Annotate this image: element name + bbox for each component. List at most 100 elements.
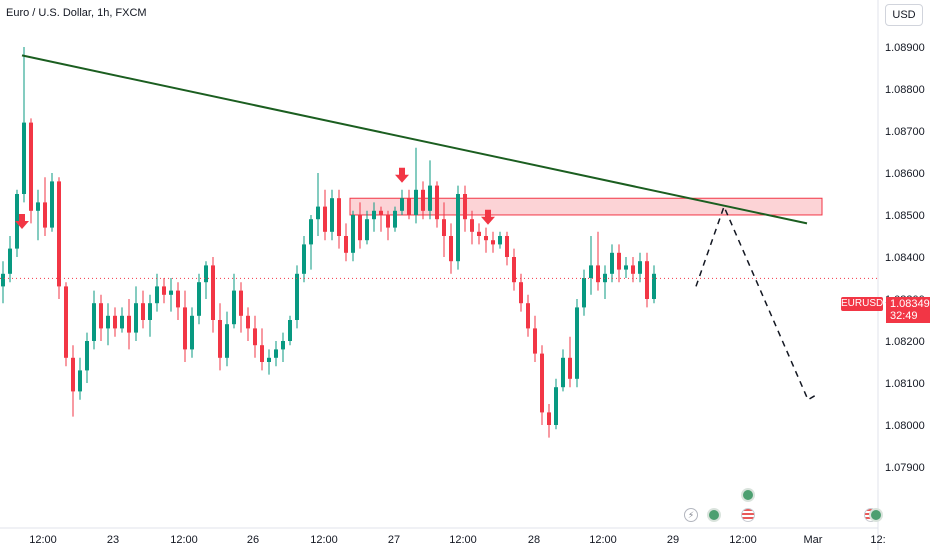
candle-body [218, 320, 222, 358]
economic-event-icon[interactable] [741, 488, 755, 502]
price-tick-label: 1.08500 [885, 210, 925, 222]
resistance-zone[interactable] [349, 197, 823, 216]
trendline[interactable] [21, 54, 808, 225]
price-tick-label: 1.08800 [885, 84, 925, 96]
economic-event-icon[interactable] [707, 508, 721, 522]
time-tick-label: 28 [528, 534, 540, 546]
down-arrow-marker [481, 209, 495, 225]
last-price-badge: 1.08349 32:49 [886, 297, 930, 323]
time-tick-label: 12:00 [589, 534, 617, 546]
candle-body [624, 265, 628, 270]
time-tick-label: 23 [107, 534, 119, 546]
time-tick-label: 12:00 [29, 534, 57, 546]
chart-title: Euro / U.S. Dollar, 1h, FXCM [6, 7, 147, 19]
projection-path[interactable] [695, 204, 816, 401]
candle-body [1, 273, 5, 287]
bar-countdown: 32:49 [890, 310, 918, 322]
candle-body [330, 198, 334, 232]
candle-body [554, 387, 558, 425]
time-tick-label: 26 [247, 534, 259, 546]
candle-body [141, 303, 145, 320]
candle-body [120, 315, 124, 329]
candle-body [400, 198, 404, 211]
candle-body [176, 290, 180, 308]
down-arrow-marker [395, 167, 409, 183]
candle-body [57, 181, 61, 287]
time-tick-label: 29 [667, 534, 679, 546]
time-tick-label: 27 [388, 534, 400, 546]
candle-body [442, 219, 446, 236]
candle-body [645, 261, 649, 299]
candle-body [617, 252, 621, 270]
candle-body [358, 215, 362, 241]
candle-body [36, 202, 40, 211]
symbol-badge: EURUSD [841, 297, 884, 311]
time-tick-label: 12:00 [170, 534, 198, 546]
candle-body [260, 345, 264, 362]
candle-body [169, 290, 173, 295]
candle-body [428, 185, 432, 211]
candle-body [477, 231, 481, 236]
candle-body [71, 357, 75, 392]
candle-body [526, 303, 530, 329]
candle-body [435, 185, 439, 220]
price-tick-label: 1.08100 [885, 378, 925, 390]
candle-body [253, 328, 257, 346]
bolt-icon[interactable]: ⚡ [684, 508, 698, 522]
price-tick-label: 1.08900 [885, 42, 925, 54]
candle-body [638, 261, 642, 274]
price-tick-label: 1.07900 [885, 462, 925, 474]
candle-body [386, 215, 390, 228]
candle-body [414, 189, 418, 215]
candle-body [148, 303, 152, 320]
candle-body [239, 290, 243, 316]
candle-body [190, 315, 194, 350]
candle-body [421, 189, 425, 211]
candle-body [596, 265, 600, 283]
candle-body [470, 219, 474, 232]
candle-body [631, 265, 635, 274]
candle-body [589, 265, 593, 278]
candle-body [498, 236, 502, 245]
candle-body [78, 370, 82, 392]
candle-body [8, 248, 12, 274]
candle-body [365, 219, 369, 241]
candle-body [281, 341, 285, 350]
time-tick-label: 12:00 [729, 534, 757, 546]
candle-body [288, 320, 292, 341]
candle-body [225, 324, 229, 358]
candle-body [274, 349, 278, 358]
candle-body [456, 194, 460, 262]
currency-button[interactable]: USD [885, 4, 923, 26]
candle-body [547, 412, 551, 425]
candle-body [407, 198, 411, 215]
candle-body [106, 315, 110, 329]
candle-body [344, 236, 348, 253]
candle-body [337, 198, 341, 236]
us-flag-icon[interactable] [741, 508, 755, 522]
candle-body [127, 315, 131, 333]
economic-event-icon[interactable] [869, 508, 883, 522]
candle-body [295, 273, 299, 320]
down-arrow-marker [15, 214, 29, 229]
candle-body [246, 315, 250, 329]
time-tick-label: Mar [804, 534, 823, 546]
candle-body [309, 219, 313, 245]
candle-body [449, 236, 453, 262]
candle-body [512, 257, 516, 283]
candle-body [99, 303, 103, 329]
candle-body [533, 328, 537, 354]
candle-body [211, 265, 215, 320]
candle-body [568, 357, 572, 379]
candle-body [155, 286, 159, 304]
candle-body [204, 265, 208, 283]
candle-body [491, 240, 495, 245]
time-tick-label: 12:00 [310, 534, 338, 546]
candle-body [183, 307, 187, 350]
candle-body [232, 290, 236, 325]
candle-body [323, 206, 327, 232]
candle-body [113, 315, 117, 329]
candle-body [351, 215, 355, 253]
